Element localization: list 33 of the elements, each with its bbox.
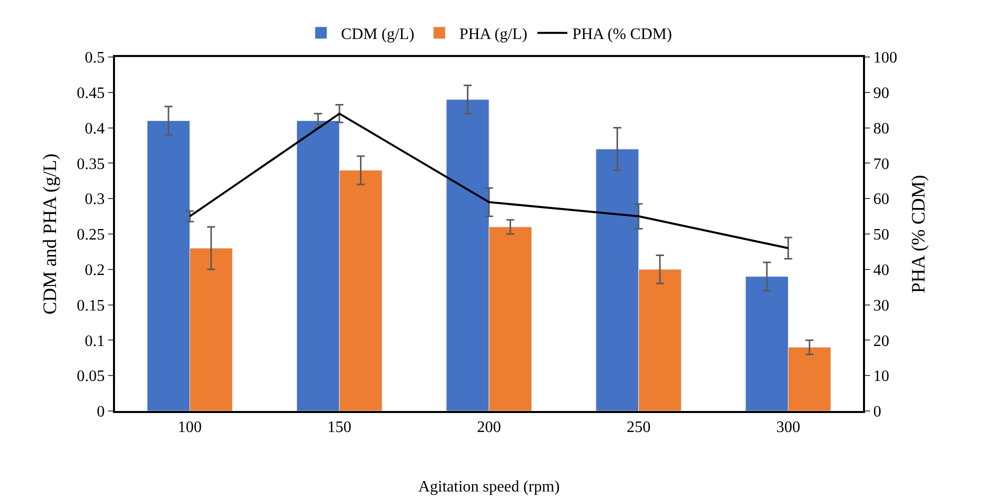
y-tick-label: 0.3 [84,191,105,208]
y-tick-label: 0 [96,404,105,421]
y2-tick-label: 50 [873,226,890,244]
y-tick-label: 0.5 [84,50,105,67]
legend-label: CDM (g/L) [341,26,414,44]
y-tick-label: 0.15 [76,297,105,314]
y-tick-label: 0.2 [84,262,105,279]
y2-tick-label: 60 [873,191,890,208]
x-tick-label: 150 [327,419,352,436]
y2-axis-title: PHA (% CDM) [908,174,930,294]
y-tick-label: 0.35 [76,156,105,173]
legend-label: PHA (% CDM) [572,26,672,44]
y2-tick-label: 80 [873,120,890,138]
x-tick-label: 300 [776,419,800,436]
y2-tick-label: 70 [873,156,890,173]
x-axis-title: Agitation speed (rpm) [418,478,560,496]
y-tick-label: 0.1 [84,332,105,350]
y-tick-label: 0.45 [76,85,105,102]
y2-tick-label: 30 [873,297,890,314]
y-tick-label: 0.25 [76,226,105,244]
y-axis-title: CDM and PHA (g/L) [40,154,62,314]
y2-tick-label: 90 [873,85,890,102]
y2-tick-label: 20 [873,332,890,350]
y2-tick-label: 10 [873,368,890,386]
y-tick-label: 0.05 [76,368,105,386]
x-tick-label: 200 [477,419,501,436]
y2-tick-label: 100 [873,50,898,67]
y-tick-label: 0.4 [84,120,105,138]
x-tick-label: 100 [178,419,202,436]
y2-tick-label: 0 [873,404,882,421]
y2-tick-label: 40 [873,262,890,279]
legend-label: PHA (g/L) [459,26,528,44]
x-tick-label: 250 [626,419,651,436]
